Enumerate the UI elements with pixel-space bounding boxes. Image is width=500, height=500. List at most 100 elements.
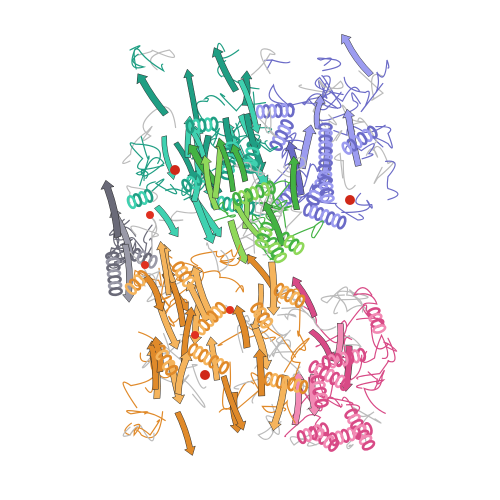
chain-teal-region: [122, 42, 281, 244]
chain-orange-region: [122, 240, 310, 456]
coil-loop: [263, 180, 291, 229]
alpha-helix-turn: [126, 195, 137, 210]
alpha-helix-turn: [339, 377, 351, 392]
ligand-atom-sphere: [200, 370, 210, 380]
beta-strand-arrow: [174, 410, 196, 456]
coil-loop: [329, 289, 368, 313]
beta-strand-arrow: [180, 306, 197, 364]
coil-loop: [122, 425, 155, 442]
alpha-helix-turn: [269, 140, 284, 152]
coil-loop: [196, 95, 226, 121]
beta-strand-arrow: [287, 155, 301, 211]
coil-loop: [328, 396, 361, 415]
beta-strand-arrow: [161, 135, 178, 181]
coil-loop: [233, 376, 271, 404]
coil-loop: [190, 244, 241, 267]
beta-strand-arrow: [100, 179, 122, 239]
beta-strand-arrow: [313, 94, 326, 130]
coil-loop: [285, 220, 324, 242]
coil-loop: [372, 145, 395, 185]
coil-loop: [314, 76, 360, 103]
alpha-helix-turn: [336, 215, 347, 230]
coil-loop: [146, 178, 178, 195]
coil-loop: [122, 125, 153, 165]
ligand-atom-sphere: [191, 331, 199, 339]
coil-loop: [206, 242, 230, 273]
coil-loop: [317, 79, 344, 98]
alpha-helix-turn: [218, 360, 230, 375]
alpha-helix-turn: [296, 430, 307, 445]
alpha-helix-turn: [361, 439, 376, 451]
beta-strand-arrow: [190, 195, 217, 244]
coil-loop: [316, 92, 361, 122]
coil-loop: [385, 160, 399, 201]
coil-loop: [258, 108, 277, 138]
coil-loop: [129, 142, 165, 170]
coil-loop: [320, 286, 364, 313]
alpha-helix-turn: [372, 324, 387, 334]
coil-loop: [126, 410, 166, 422]
alpha-helix-turn: [124, 282, 138, 295]
beta-strand-arrow: [220, 374, 247, 431]
coil-loop: [254, 230, 283, 261]
ligand-atom-sphere: [141, 261, 149, 269]
coil-loop: [363, 369, 386, 414]
coil-loop: [133, 419, 161, 437]
beta-strand-arrow: [121, 243, 135, 303]
coil-loop: [370, 326, 398, 352]
alpha-helix-turn: [306, 195, 320, 206]
coil-loop: [317, 57, 342, 72]
alpha-helix-turn: [293, 241, 305, 256]
alpha-helix-turn: [255, 104, 265, 120]
beta-strand-arrow: [143, 275, 166, 312]
chain-blue-region: [255, 33, 399, 230]
alpha-helix-turn: [314, 398, 329, 408]
coil-loop: [135, 136, 150, 182]
beta-strand-arrow: [252, 348, 267, 397]
beta-strand-arrow: [251, 327, 273, 370]
coil-loop: [341, 192, 373, 214]
coil-loop: [130, 217, 159, 238]
beta-strand-arrow: [215, 137, 236, 193]
alpha-helix-turn: [185, 119, 195, 134]
coil-loop: [343, 76, 384, 112]
coil-loop: [356, 371, 386, 389]
beta-strand-arrow: [232, 201, 266, 242]
alpha-helix-turn: [328, 438, 340, 452]
alpha-helix-turn: [298, 379, 309, 395]
coil-loop: [218, 372, 261, 413]
beta-strand-arrow: [262, 201, 286, 247]
coil-loop: [333, 290, 369, 315]
coil-loop: [142, 106, 177, 142]
ligand-atom-sphere: [170, 165, 180, 175]
ligand-atom-sphere: [146, 211, 154, 219]
alpha-helix-turn: [259, 317, 274, 329]
beta-strand-arrow: [174, 351, 193, 396]
coil-loop: [250, 48, 276, 76]
coil-loop: [350, 405, 382, 434]
alpha-helix-turn: [320, 194, 335, 204]
alpha-helix-turn: [108, 287, 123, 297]
coil-loop: [334, 152, 356, 190]
coil-loop: [133, 48, 166, 73]
beta-strand-arrow: [341, 33, 374, 78]
alpha-helix-turn: [341, 141, 353, 155]
alpha-helix-turn: [181, 275, 196, 288]
beta-strand-arrow: [211, 47, 240, 93]
coil-loop: [257, 415, 277, 440]
beta-strand-arrow: [156, 240, 172, 296]
alpha-helix-turn: [193, 323, 206, 336]
alpha-helix-turn: [273, 252, 288, 264]
coil-loop: [179, 374, 206, 408]
coil-loop: [243, 320, 296, 358]
coil-loop: [271, 339, 298, 358]
coil-loop: [219, 255, 241, 267]
ligand-atoms: [141, 165, 355, 380]
coil-loop: [139, 157, 165, 187]
ligand-atom-sphere: [345, 195, 355, 205]
coil-loop: [362, 333, 389, 364]
coil-loop: [356, 337, 396, 380]
coil-loop: [213, 201, 236, 222]
